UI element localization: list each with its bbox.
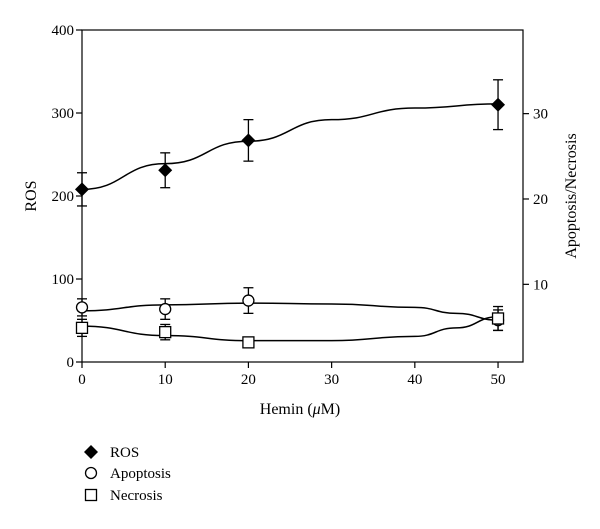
legend-marker-ros	[84, 445, 98, 459]
series-necrosis	[75, 305, 505, 349]
x-tick-label: 20	[241, 372, 256, 388]
ros-point	[491, 97, 506, 112]
ros-point	[158, 163, 173, 178]
y-right-tick-label: 10	[533, 277, 548, 293]
series-layer	[75, 79, 506, 349]
plot-frame	[81, 29, 524, 363]
necrosis-point	[159, 325, 172, 339]
series-ros	[75, 79, 506, 207]
legend-marker-apoptosis	[84, 466, 98, 480]
apoptosis-point	[75, 301, 89, 314]
apoptosis-point	[159, 302, 172, 316]
apoptosis-fit-line	[81, 302, 499, 321]
y-left-tick-label: 300	[52, 106, 75, 122]
x-tick-label: 30	[324, 372, 339, 388]
legend-marker-necrosis	[84, 488, 98, 502]
y-left-tick-label: 0	[67, 355, 75, 371]
legend-label-ros: ROS	[110, 445, 139, 461]
y-right-tick-label: 20	[533, 192, 548, 208]
y-left-tick-label: 100	[52, 272, 75, 288]
x-tick-label: 0	[78, 372, 86, 388]
y-left-tick-label: 200	[52, 189, 75, 205]
y-axis-left: 0 100 200 300 400	[52, 23, 82, 371]
x-tick-label: 40	[407, 372, 422, 388]
necrosis-point	[242, 336, 255, 349]
y-axis-right-title: Apoptosis/Necrosis	[563, 133, 580, 258]
y-axis-right: 10 20 30	[523, 107, 548, 293]
x-tick-label: 50	[491, 372, 506, 388]
x-tick-label: 10	[158, 372, 173, 388]
y-axis-left-title: ROS	[23, 180, 40, 211]
series-apoptosis	[75, 287, 505, 332]
ros-fit-line	[81, 103, 499, 191]
necrosis-point	[75, 321, 89, 335]
x-axis: 0 10 20 30 40 50	[78, 362, 506, 388]
plot-border	[81, 29, 524, 363]
x-axis-title: Hemin (μM)	[260, 401, 340, 418]
y-right-tick-label: 30	[533, 107, 548, 123]
ros-point	[75, 182, 89, 197]
apoptosis-point	[242, 294, 255, 307]
necrosis-point	[491, 312, 505, 325]
legend: ROS Apoptosis Necrosis	[84, 445, 171, 504]
legend-label-necrosis: Necrosis	[110, 488, 163, 504]
y-left-tick-label: 400	[52, 23, 75, 39]
legend-label-apoptosis: Apoptosis	[110, 466, 171, 482]
necrosis-fit-line	[81, 316, 499, 342]
ros-point	[241, 133, 256, 148]
